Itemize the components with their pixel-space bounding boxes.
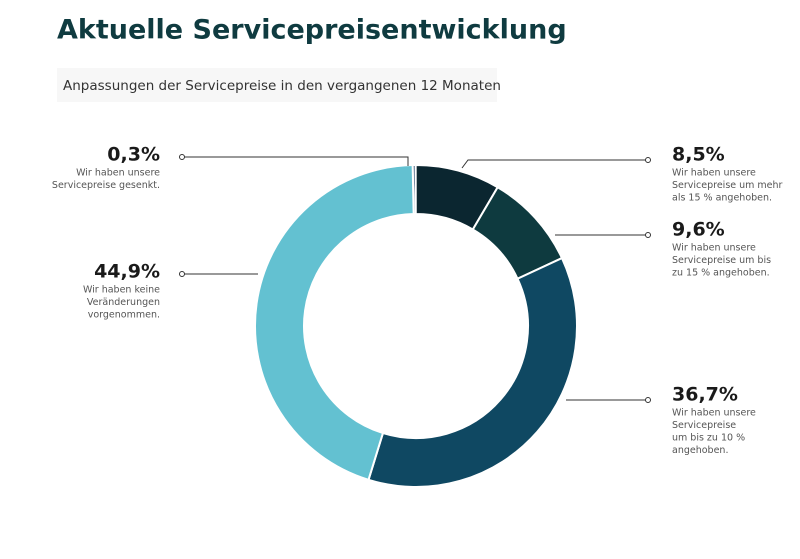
category-label: Servicepreise um mehr	[672, 180, 783, 191]
category-label: Wir haben unsere	[672, 243, 756, 254]
category-label: angehoben.	[672, 445, 728, 456]
donut-segment	[254, 164, 415, 482]
leader-line	[461, 159, 648, 169]
category-label: Servicepreise gesenkt.	[52, 180, 160, 191]
leader-dot	[645, 157, 651, 163]
category-label: Wir haben unsere	[672, 408, 756, 419]
leader-dot	[645, 397, 651, 403]
category-label: vorgenommen.	[88, 310, 160, 321]
value-label: 8,5%	[672, 144, 725, 166]
chart-subtitle: Anpassungen der Servicepreise in den ver…	[63, 78, 501, 94]
donut-segment	[367, 256, 578, 488]
value-label: 44,9%	[94, 261, 160, 283]
category-label: Veränderungen	[87, 297, 160, 308]
chart-title: Aktuelle Servicepreisentwicklung	[57, 15, 567, 46]
category-label: Servicepreise	[672, 420, 736, 431]
value-label: 9,6%	[672, 219, 725, 241]
value-label: 36,7%	[672, 384, 738, 406]
category-label: zu 15 % angehoben.	[672, 268, 770, 279]
leader-dot	[179, 271, 185, 277]
category-label: um bis zu 10 %	[672, 433, 745, 444]
category-label: Servicepreise um bis	[672, 255, 771, 266]
leader-dot	[645, 232, 651, 238]
category-label: Wir haben unsere	[672, 168, 756, 179]
leader-line	[182, 156, 409, 166]
subtitle-box	[57, 68, 497, 102]
leader-dot	[179, 154, 185, 160]
category-label: Wir haben unsere	[76, 168, 160, 179]
category-label: Wir haben keine	[83, 285, 160, 296]
value-label: 0,3%	[107, 144, 160, 166]
category-label: als 15 % angehoben.	[672, 193, 772, 204]
